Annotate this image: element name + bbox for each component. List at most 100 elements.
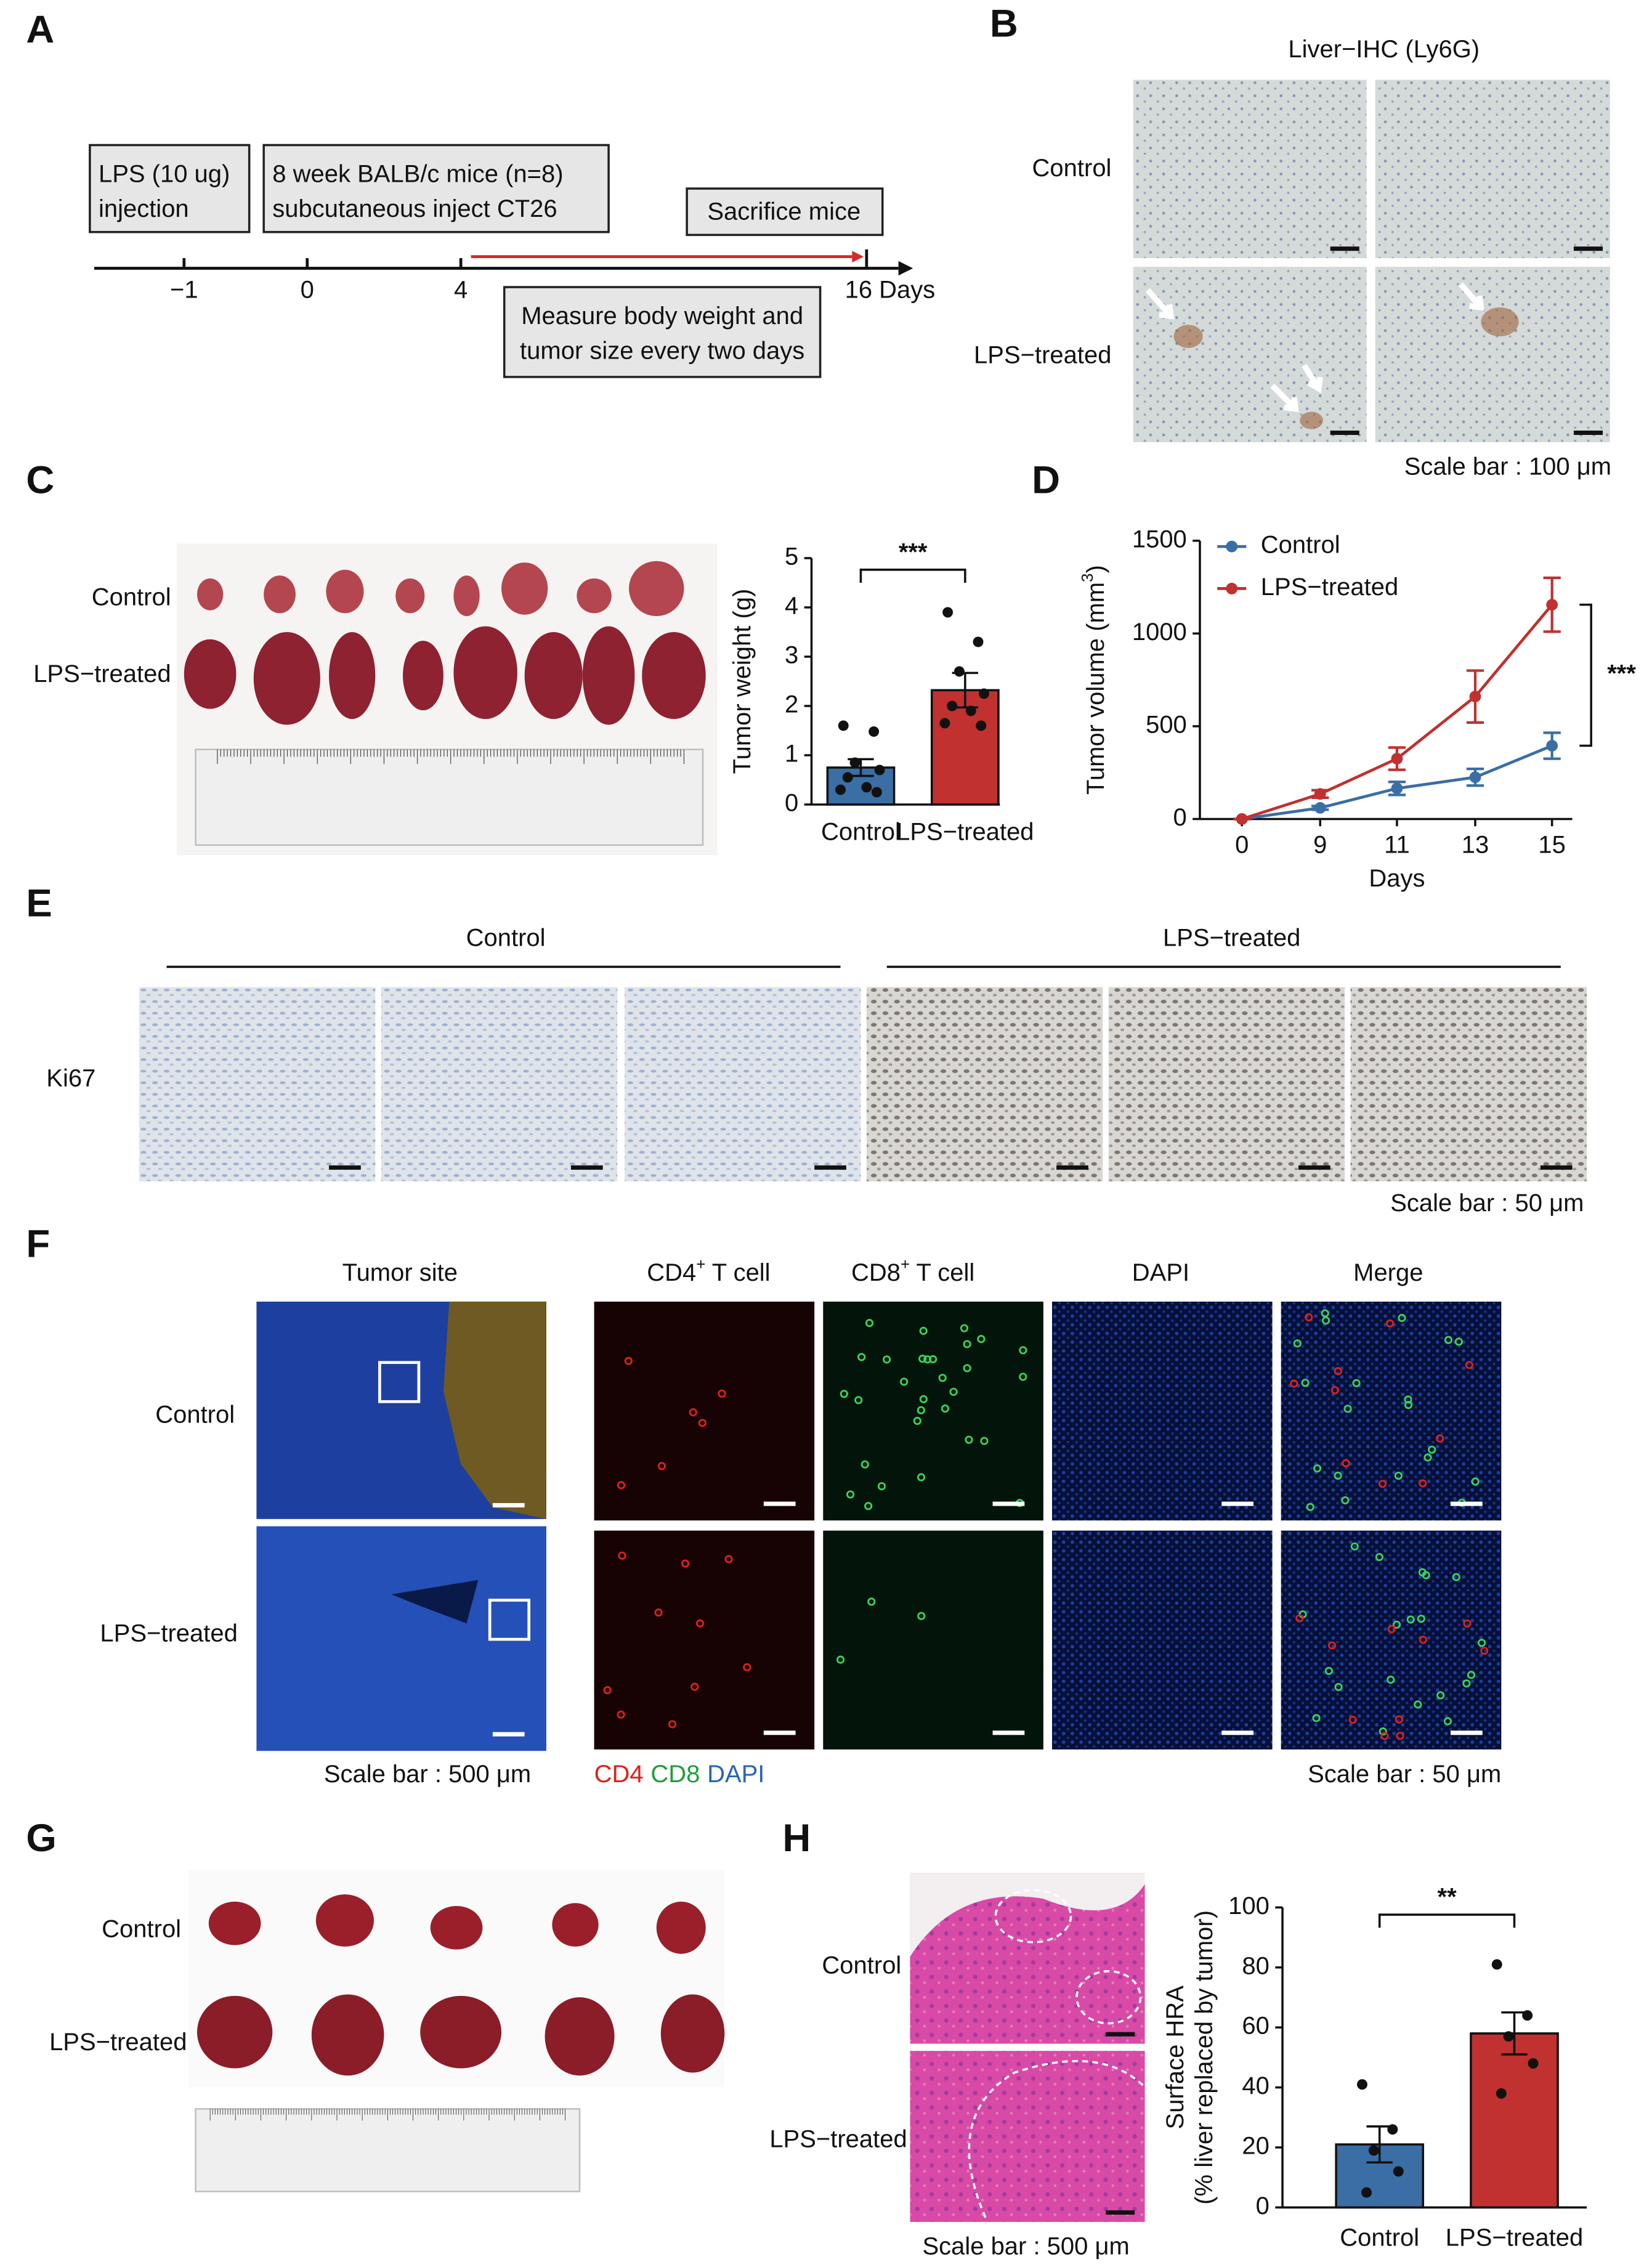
data-point: [954, 666, 965, 677]
cell-dot: [1436, 1434, 1444, 1443]
tumor: [501, 562, 548, 615]
timeline-label: 16 Days: [845, 277, 936, 304]
cell-dot: [919, 1395, 928, 1403]
cell-dot: [1327, 1641, 1337, 1650]
x-tick-label: Control: [821, 819, 901, 846]
tumor: [524, 631, 583, 720]
step-box: [89, 144, 251, 233]
scale-text: Scale bar : 50 μm: [1308, 1761, 1501, 1788]
cell-dot: [1343, 1405, 1352, 1413]
cell-dot: [949, 1387, 958, 1396]
marker: [1546, 740, 1558, 752]
cell-dot: [618, 1551, 626, 1560]
scale-bar: [1221, 1730, 1254, 1735]
cell-dot: [1330, 1386, 1339, 1395]
panel-letter: D: [1032, 458, 1060, 501]
step-text: tumor size every two days: [520, 337, 804, 364]
x-tick-label: 15: [1538, 832, 1565, 859]
liver: [545, 1997, 615, 2076]
cell-dot: [603, 1686, 612, 1695]
data-point: [1522, 2010, 1533, 2021]
scale-bar: [1450, 1730, 1483, 1735]
liver: [660, 1994, 725, 2073]
row-label: LPS−treated: [974, 342, 1111, 369]
cell-dot: [1293, 1339, 1302, 1348]
cell-dot: [1387, 1624, 1396, 1634]
y-tick-label: 3: [785, 642, 798, 669]
cell-dot: [1465, 1361, 1473, 1369]
cell-dot: [877, 1482, 886, 1491]
cell-dot: [1477, 1639, 1486, 1647]
row-label: Control: [155, 1401, 235, 1428]
marker: [1546, 599, 1558, 611]
cell-dot: [1379, 1727, 1387, 1736]
column-title: CD8+ T cell: [851, 1256, 974, 1286]
cell-dot: [1467, 1671, 1476, 1679]
scale-text: Scale bar : 100 μm: [1404, 453, 1611, 481]
ihc-image: [1375, 79, 1610, 259]
scale-bar: [1573, 430, 1603, 436]
cell-dot: [1462, 1679, 1471, 1688]
data-point: [1368, 2145, 1379, 2156]
scale-bar: [492, 1732, 525, 1737]
cell-dot: [1334, 1367, 1342, 1376]
title-part: T cell: [910, 1259, 974, 1286]
fluorescence-images: [594, 1301, 1502, 1750]
data-point: [1393, 2166, 1404, 2177]
y-tick-label: 500: [1146, 711, 1187, 738]
row-label: LPS−treated: [769, 2126, 907, 2153]
data-point: [849, 757, 860, 768]
fluorescence-image: [1281, 1530, 1502, 1750]
data-point: [869, 726, 880, 737]
cell-dot: [689, 1408, 697, 1417]
y-tick-label: 100: [1228, 1892, 1269, 1920]
timeline-arrow: [898, 261, 913, 276]
tumor: [629, 561, 684, 617]
row-label: Control: [92, 583, 171, 610]
significance: **: [1438, 1884, 1457, 1911]
scale-bar: [1221, 1501, 1254, 1506]
step-text: injection: [99, 195, 189, 222]
tumor: [253, 631, 320, 725]
marker: [1469, 771, 1481, 784]
cell-dot: [865, 1319, 874, 1328]
scale-text: Scale bar : 500 μm: [324, 1761, 531, 1788]
cell-dot: [977, 1335, 986, 1344]
fluorescence-image: [594, 1530, 815, 1750]
x-axis-label: Days: [1369, 865, 1425, 892]
tumor-outline: [1075, 1970, 1142, 2025]
scale-bar: [1330, 430, 1359, 436]
cell-dot: [695, 1619, 704, 1628]
fluorescence-image: [1281, 1301, 1502, 1521]
liver: [552, 1903, 599, 1947]
arrow: [1145, 288, 1175, 320]
cell-dot: [1396, 1732, 1404, 1740]
row-label: Control: [1032, 155, 1112, 182]
cell-dot: [1395, 1715, 1403, 1724]
y-axis-label: Tumor weight (g): [728, 589, 755, 774]
data-point: [1503, 2031, 1514, 2042]
label-part: ): [1082, 565, 1109, 573]
cell-dot: [913, 1416, 921, 1425]
y-tick-label: 60: [1242, 2013, 1269, 2040]
data-point: [1387, 2124, 1398, 2135]
cell-dot: [1019, 1346, 1027, 1355]
he-tissue: [910, 1884, 1145, 2044]
panel-letter: G: [26, 1816, 56, 1860]
zoom-box: [378, 1361, 421, 1403]
cell-dot: [1324, 1666, 1333, 1675]
step-text: Sacrifice mice: [707, 198, 860, 225]
y-tick-label: 1500: [1132, 525, 1187, 553]
cell-dot: [1334, 1471, 1342, 1480]
cell-dot: [1348, 1716, 1357, 1724]
step-text: LPS (10 ug): [99, 160, 230, 187]
ruler-ticks: [209, 2109, 565, 2121]
title-part: +: [696, 1256, 705, 1273]
tumors: [184, 561, 706, 725]
cell-dot: [1312, 1714, 1321, 1722]
cell-dot: [617, 1481, 626, 1490]
scale-bar: [763, 1501, 796, 1506]
cell-dot: [941, 1404, 950, 1413]
scale-bar: [1450, 1501, 1483, 1506]
tumor: [642, 631, 706, 720]
